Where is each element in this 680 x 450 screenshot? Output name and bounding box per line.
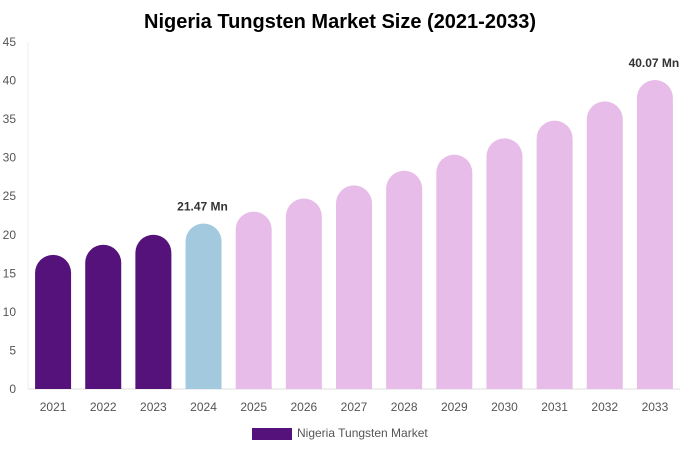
- x-tick-label: 2028: [391, 400, 418, 414]
- y-tick-label: 25: [3, 189, 17, 203]
- x-tick-label: 2022: [90, 400, 117, 414]
- x-tick-label: 2026: [290, 400, 317, 414]
- x-tick-label: 2024: [190, 400, 217, 414]
- legend-label: Nigeria Tungsten Market: [297, 426, 428, 440]
- bar-2022: [85, 244, 122, 389]
- x-tick-label: 2025: [240, 400, 267, 414]
- y-tick-label: 35: [3, 112, 17, 126]
- x-tick-label: 2031: [541, 400, 568, 414]
- y-tick-label: 15: [3, 266, 17, 280]
- bar-2030: [486, 138, 523, 389]
- x-tick-label: 2032: [591, 400, 618, 414]
- x-tick-label: 2023: [140, 400, 167, 414]
- bar-2021: [35, 254, 72, 389]
- y-tick-label: 0: [9, 382, 16, 396]
- x-tick-label: 2029: [441, 400, 468, 414]
- x-tick-label: 2030: [491, 400, 518, 414]
- legend: Nigeria Tungsten Market: [252, 426, 428, 440]
- x-tick-label: 2027: [341, 400, 368, 414]
- bar-2025: [235, 211, 272, 389]
- bar-2029: [436, 154, 473, 389]
- bar-2023: [135, 234, 172, 389]
- x-tick-label: 2021: [40, 400, 67, 414]
- bar-2033: [636, 80, 673, 389]
- chart-title: Nigeria Tungsten Market Size (2021-2033): [144, 11, 536, 33]
- y-tick-label: 40: [3, 74, 17, 88]
- bar-2024: [185, 223, 222, 389]
- y-tick-label: 30: [3, 151, 17, 165]
- bar-2027: [336, 185, 372, 389]
- bar-2032: [586, 101, 623, 390]
- y-tick-label: 5: [9, 343, 16, 357]
- y-tick-label: 20: [3, 228, 17, 242]
- data-label: 21.47 Mn: [177, 199, 228, 213]
- y-tick-label: 45: [3, 35, 17, 49]
- bar-2031: [536, 120, 573, 389]
- legend-swatch: [252, 428, 292, 440]
- y-tick-label: 10: [3, 305, 17, 319]
- bar-2026: [285, 198, 322, 389]
- x-tick-label: 2033: [642, 400, 669, 414]
- data-label: 40.07 Mn: [629, 56, 680, 70]
- bar-2028: [386, 170, 423, 389]
